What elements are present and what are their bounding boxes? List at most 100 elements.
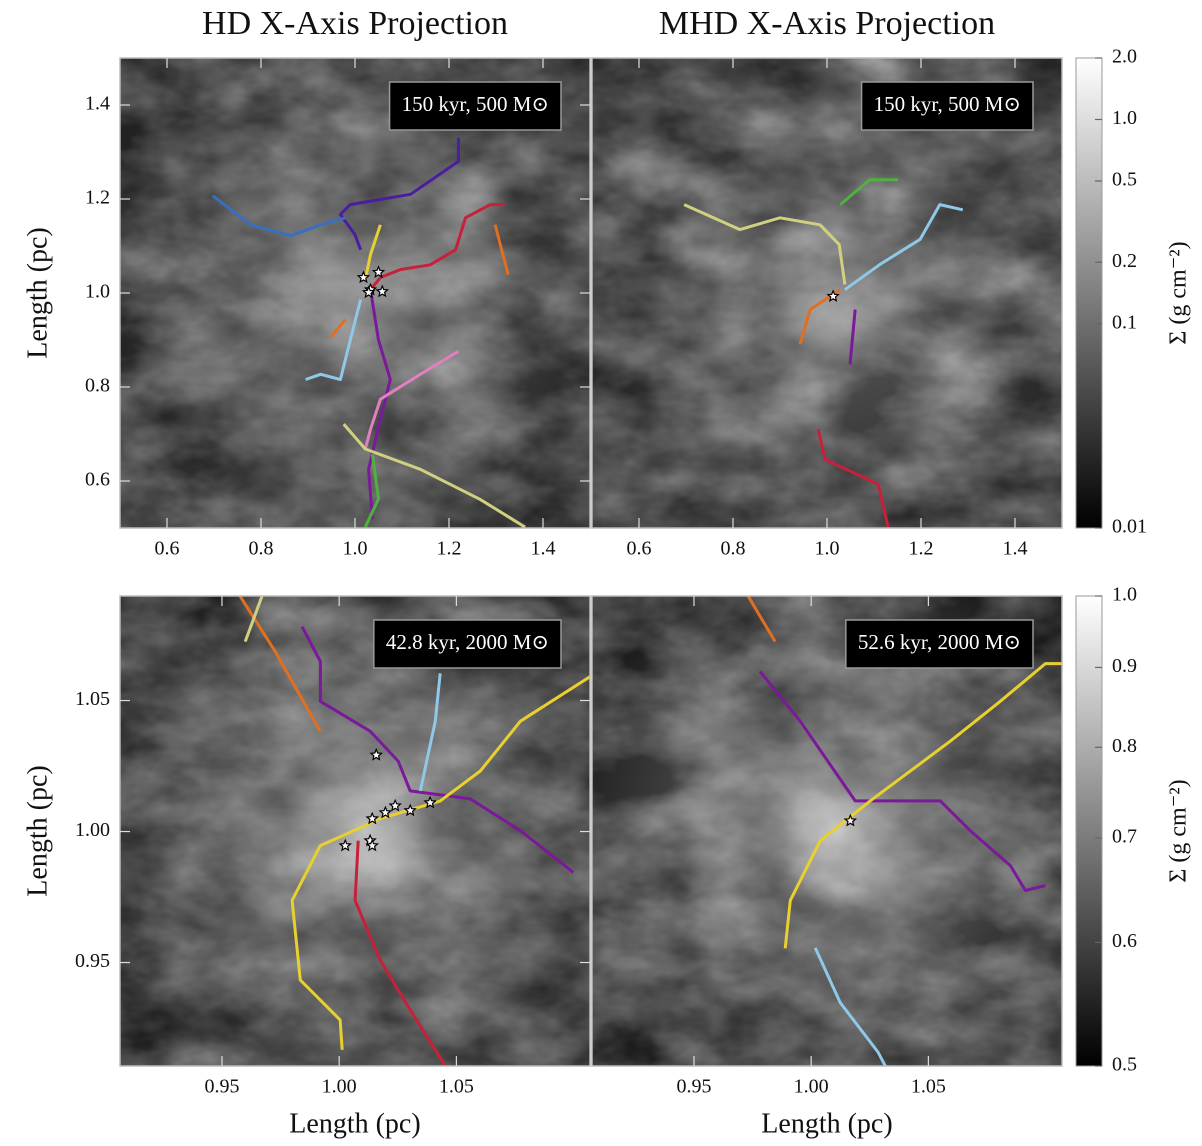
x-axis-label: Length (pc): [761, 1108, 892, 1139]
colorbar-tick-label: 0.8: [1112, 735, 1137, 757]
track: [816, 428, 890, 528]
tracks: [238, 596, 590, 1066]
sink-star: [826, 289, 840, 302]
annotation-box: [388, 81, 562, 131]
annotation-box: [373, 619, 562, 669]
track: [783, 662, 1062, 949]
track: [813, 947, 887, 1066]
sink-star: [338, 838, 353, 852]
colorbar: [1075, 57, 1103, 529]
track: [305, 299, 363, 381]
x-axis-label: Length (pc): [289, 1108, 420, 1139]
sink-star: [378, 805, 393, 819]
track: [243, 596, 264, 643]
panel-title: HD X-Axis Projection: [202, 5, 508, 42]
colorbar-tick-label: 0.01: [1112, 516, 1147, 538]
sink-star: [375, 284, 389, 298]
track: [844, 203, 964, 291]
y-axis-label: Length (pc): [22, 227, 53, 358]
x-tick-label: 1.05: [911, 1076, 946, 1098]
colorbar-label: Σ (g cm⁻²): [1166, 241, 1192, 344]
annotation: 150 kyr, 500 M⊙: [874, 92, 1021, 116]
x-tick-label: 1.0: [343, 538, 368, 560]
colorbar-tick-label: 0.7: [1112, 825, 1137, 847]
y-axis-label: Length (pc): [22, 765, 53, 896]
annotation: 150 kyr, 500 M⊙: [402, 92, 549, 116]
colorbar-tick-label: 0.9: [1112, 655, 1137, 677]
gas-filaments: [592, 58, 1062, 528]
sink-star: [371, 265, 386, 279]
x-tick-label: 0.6: [155, 538, 180, 560]
sink-star: [369, 747, 383, 761]
track: [290, 675, 590, 1050]
track: [418, 673, 442, 792]
x-tick-label: 1.05: [439, 1076, 474, 1098]
track: [369, 203, 506, 291]
colorbar-tick-label: 2.0: [1112, 46, 1137, 68]
sink-star: [356, 270, 371, 284]
x-tick-label: 1.00: [322, 1076, 357, 1098]
track: [683, 203, 847, 285]
track: [493, 224, 510, 276]
gas-filaments: [592, 596, 1062, 1066]
colorbar-tick-label: 0.6: [1112, 930, 1137, 952]
x-tick-label: 0.8: [721, 538, 746, 560]
colorbar-tick-label: 0.5: [1112, 1054, 1137, 1076]
track: [367, 289, 392, 520]
gas-filaments: [120, 58, 590, 528]
sink-star: [423, 795, 437, 809]
annotation-box: [860, 81, 1034, 131]
track: [746, 596, 777, 643]
panel-frame: [591, 595, 1063, 1067]
track: [839, 178, 898, 206]
x-tick-label: 0.95: [204, 1076, 239, 1098]
colorbar-tick-label: 0.5: [1112, 169, 1137, 191]
x-tick-label: 1.2: [909, 538, 934, 560]
x-tick-label: 1.0: [815, 538, 840, 560]
y-tick-label: 1.2: [85, 187, 110, 209]
sink-star: [843, 813, 858, 827]
track: [238, 596, 322, 732]
track: [363, 453, 380, 528]
colorbar-tick-label: 0.2: [1112, 250, 1137, 272]
colorbar-tick-label: 1.0: [1112, 584, 1137, 606]
track: [211, 194, 347, 238]
y-tick-label: 1.4: [85, 93, 110, 115]
y-tick-label: 1.0: [85, 281, 110, 303]
y-tick-label: 1.00: [75, 819, 110, 841]
track: [758, 670, 1046, 892]
sink-star: [403, 803, 417, 817]
x-tick-label: 0.95: [676, 1076, 711, 1098]
colorbar-tick-label: 1.0: [1112, 107, 1137, 129]
tracks: [211, 137, 526, 528]
colorbar-label: Σ (g cm⁻²): [1166, 779, 1192, 882]
x-tick-label: 1.4: [531, 538, 556, 560]
track: [342, 423, 526, 528]
tracks: [746, 596, 1062, 1066]
track: [848, 309, 857, 365]
y-tick-label: 0.6: [85, 469, 110, 491]
track: [353, 840, 447, 1066]
panel-title: MHD X-Axis Projection: [659, 5, 995, 42]
sink-star: [388, 798, 402, 812]
x-tick-label: 1.2: [437, 538, 462, 560]
track: [338, 137, 460, 251]
track: [363, 350, 460, 450]
y-tick-label: 0.8: [85, 375, 110, 397]
colorbar-tick-label: 0.1: [1112, 311, 1137, 333]
annotation: 42.8 kyr, 2000 M⊙: [386, 630, 549, 654]
sink-star: [365, 838, 380, 852]
track: [363, 224, 382, 280]
x-tick-label: 1.4: [1003, 538, 1028, 560]
track: [329, 318, 347, 339]
annotation: 52.6 kyr, 2000 M⊙: [858, 630, 1021, 654]
x-tick-label: 0.8: [249, 538, 274, 560]
annotation-box: [845, 619, 1034, 669]
x-tick-label: 1.00: [794, 1076, 829, 1098]
sink-star: [365, 811, 379, 825]
x-tick-label: 0.6: [627, 538, 652, 560]
sink-star: [361, 285, 376, 299]
track: [300, 626, 575, 874]
tracks: [683, 178, 964, 528]
